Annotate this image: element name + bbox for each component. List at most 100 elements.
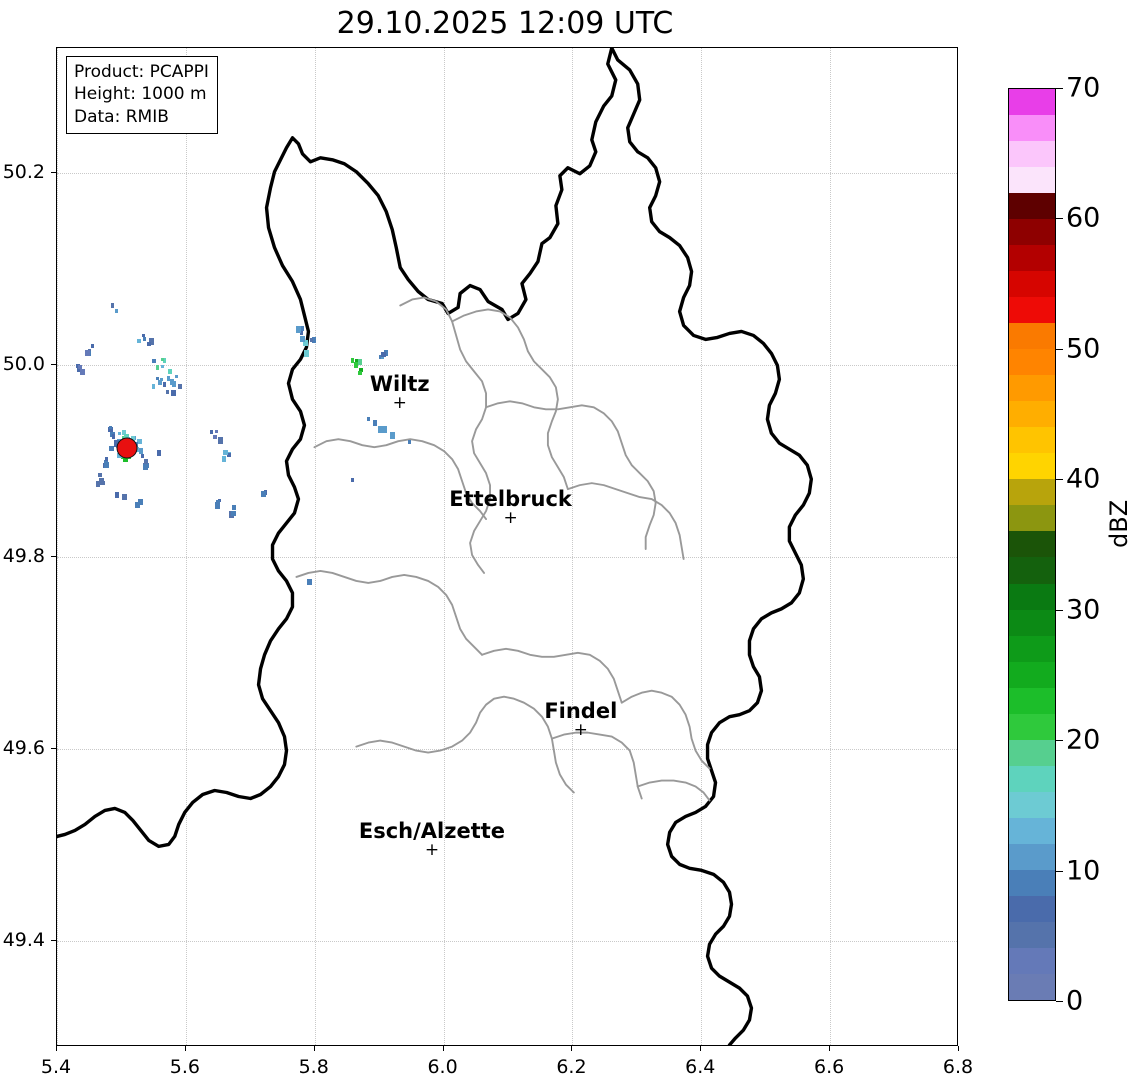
radar-echo-pixel	[306, 579, 312, 586]
radar-echo-pixel	[213, 435, 218, 440]
radar-echo-pixel	[100, 480, 105, 485]
info-product: Product: PCAPPI	[74, 62, 209, 82]
gridline-vertical	[57, 48, 58, 1045]
x-tick-mark	[56, 1046, 57, 1051]
colorbar-band	[1009, 140, 1055, 167]
y-tick-label: 50.2	[2, 160, 45, 183]
radar-echo-pixel	[358, 370, 363, 375]
radar-echo-pixel	[299, 326, 304, 332]
colorbar-band	[1009, 869, 1055, 896]
radar-echo-pixel	[123, 457, 129, 463]
x-tick-mark	[700, 1046, 702, 1051]
colorbar-band	[1009, 349, 1055, 376]
radar-echo-pixel	[108, 446, 114, 452]
radar-map-plot[interactable]: Product: PCAPPI Height: 1000 m Data: RMI…	[56, 47, 958, 1046]
x-tick-label: 5.8	[298, 1056, 329, 1078]
colorbar-band	[1009, 557, 1055, 584]
x-tick-mark	[829, 1046, 831, 1051]
gridline-horizontal	[57, 364, 957, 366]
radar-echo-pixel	[76, 364, 81, 369]
radar-echo-pixel	[175, 375, 179, 379]
colorbar-band	[1009, 193, 1055, 220]
radar-echo-pixel	[140, 454, 144, 459]
radar-echo-pixel	[303, 349, 309, 357]
radar-echo-pixel	[104, 462, 110, 469]
radar-echo-pixel	[155, 364, 159, 370]
x-tick-label: 6.4	[685, 1056, 716, 1078]
national-border-luxembourg	[57, 48, 618, 849]
x-tick-mark	[184, 1046, 186, 1051]
radar-echo-pixel	[167, 369, 172, 375]
radar-echo-pixel	[381, 425, 387, 433]
radar-echo-pixel	[214, 430, 218, 434]
radar-site-icon[interactable]	[116, 437, 138, 459]
radar-echo-pixel	[79, 368, 85, 375]
radar-echo-pixel	[367, 417, 371, 422]
colorbar-tick-label: 10	[1066, 855, 1101, 887]
colorbar-band	[1009, 739, 1055, 766]
x-tick-label: 6.0	[427, 1056, 458, 1078]
radar-echo-pixel	[143, 459, 148, 465]
gridline-vertical	[572, 48, 574, 1045]
radar-echo-pixel	[166, 375, 170, 381]
colorbar-tick-label: 60	[1066, 202, 1101, 234]
radar-echo-pixel	[166, 389, 170, 394]
colorbar-axis-label: dBZ	[1105, 499, 1133, 548]
x-tick-mark	[571, 1046, 573, 1051]
y-tick-label: 49.8	[2, 545, 45, 568]
colorbar-band	[1009, 271, 1055, 298]
radar-echo-pixel	[300, 336, 306, 343]
radar-echo-pixel	[135, 501, 141, 508]
colorbar-band	[1009, 114, 1055, 141]
radar-echo-pixel	[354, 361, 359, 368]
radar-echo-pixel	[142, 333, 146, 337]
radar-echo-pixel	[264, 490, 268, 496]
gridline-horizontal	[57, 941, 957, 943]
x-tick-label: 5.6	[169, 1056, 200, 1078]
y-tick-mark	[51, 940, 56, 942]
colorbar-band	[1009, 453, 1055, 480]
radar-echo-pixel	[223, 449, 229, 455]
radar-echo-pixel	[111, 302, 115, 308]
colorbar-band	[1009, 609, 1055, 636]
radar-echo-pixel	[85, 350, 91, 357]
radar-echo-pixel	[98, 472, 103, 477]
colorbar-gradient	[1008, 88, 1056, 1001]
x-tick-label: 6.6	[814, 1056, 845, 1078]
radar-echo-pixel	[171, 389, 177, 396]
radar-echo-pixel	[155, 376, 159, 380]
colorbar[interactable]	[1008, 88, 1056, 1001]
x-tick-mark	[313, 1046, 315, 1051]
colorbar-band	[1009, 427, 1055, 454]
radar-echo-pixel	[111, 433, 115, 439]
colorbar-tick-mark	[1056, 88, 1063, 89]
radar-echo-pixel	[217, 437, 223, 445]
canton-borders	[295, 296, 711, 802]
radar-echo-pixel	[377, 425, 383, 433]
colorbar-tick-mark	[1056, 1001, 1063, 1002]
radar-echo-pixel	[139, 448, 144, 455]
colorbar-tick-label: 20	[1066, 724, 1101, 756]
radar-echo-pixel	[161, 364, 165, 368]
radar-echo-pixel	[310, 337, 314, 342]
radar-echo-pixel	[169, 379, 174, 386]
colorbar-band	[1009, 635, 1055, 662]
radar-echo-pixel	[78, 365, 83, 370]
radar-echo-pixel	[143, 463, 149, 470]
colorbar-band	[1009, 791, 1055, 818]
colorbar-band	[1009, 921, 1055, 948]
radar-echo-pixel	[104, 456, 108, 461]
colorbar-band	[1009, 219, 1055, 246]
colorbar-band	[1009, 401, 1055, 428]
colorbar-band	[1009, 479, 1055, 506]
radar-echo-pixel	[408, 440, 412, 445]
colorbar-band	[1009, 895, 1055, 922]
gridline-vertical	[701, 48, 703, 1045]
radar-echo-pixel	[358, 367, 363, 372]
colorbar-band	[1009, 687, 1055, 714]
radar-echo-pixel	[231, 504, 236, 510]
radar-echo-pixel	[142, 336, 146, 341]
y-tick-label: 49.6	[2, 737, 45, 760]
colorbar-band	[1009, 297, 1055, 324]
x-tick-label: 5.4	[40, 1056, 72, 1078]
